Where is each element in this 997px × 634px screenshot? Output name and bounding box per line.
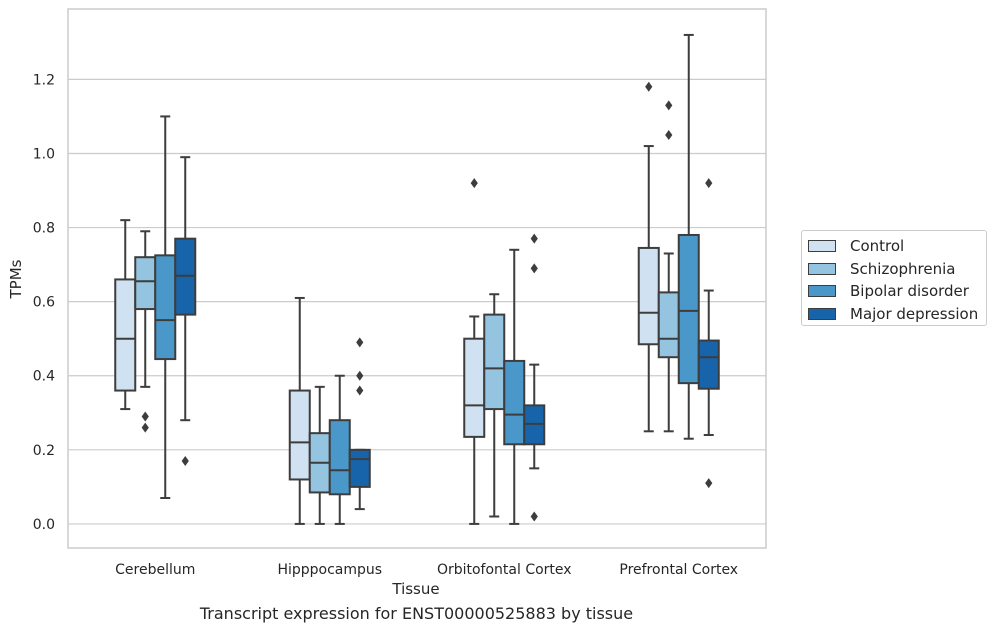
x-axis-label: Tissue	[391, 580, 439, 598]
outlier-point	[356, 337, 364, 348]
legend-item: Major depression	[808, 305, 978, 323]
legend: Control Schizophrenia Bipolar disorder Majo…	[801, 230, 987, 326]
box	[134, 256, 157, 311]
legend-item: Control	[808, 237, 904, 255]
outlier-point	[181, 455, 189, 466]
box	[463, 337, 486, 438]
box-plot	[523, 233, 546, 522]
legend-swatch	[808, 240, 836, 252]
legend-label: Bipolar disorder	[850, 282, 969, 300]
outlier-point	[356, 370, 364, 381]
box	[503, 359, 526, 446]
outlier-point	[356, 385, 364, 396]
y-tick-label: 0.8	[33, 221, 55, 237]
plot-frame	[67, 8, 767, 549]
tick-labels: 0.0 0.2 0.4 0.6 0.8 1.0 1.2 Cerebellum Hipppocam…	[33, 72, 738, 578]
box-plot	[114, 219, 137, 411]
y-tick-label: 0.6	[33, 295, 55, 311]
outlier-point	[665, 100, 673, 111]
box-plot	[697, 178, 720, 489]
legend-label: Major depression	[850, 304, 979, 323]
legend-swatch	[808, 285, 836, 297]
box	[288, 389, 311, 481]
box	[154, 254, 177, 361]
box-plot	[328, 374, 351, 525]
box	[657, 291, 680, 359]
box	[348, 448, 371, 488]
chart-caption: Transcript expression for ENST0000052588…	[199, 604, 634, 623]
box-plot	[677, 33, 700, 440]
box-plot	[134, 230, 157, 433]
box-plot	[174, 156, 197, 466]
box-plot	[483, 293, 506, 518]
box-plot	[288, 296, 311, 525]
outlier-point	[705, 178, 713, 189]
outlier-point	[530, 263, 538, 274]
x-tick-label: Orbitofontal Cortex	[437, 562, 572, 578]
box-plot	[154, 115, 177, 499]
box-plot	[657, 100, 680, 433]
legend-swatch	[808, 307, 836, 320]
box-plot	[348, 337, 371, 511]
y-tick-label: 0.2	[33, 443, 55, 459]
outlier-point	[141, 411, 149, 422]
box	[697, 339, 720, 390]
legend-item: Bipolar disorder	[808, 282, 969, 300]
y-tick-label: 1.2	[33, 72, 55, 88]
outlier-point	[665, 129, 673, 140]
outlier-point	[530, 511, 538, 522]
y-axis-label: TPMs	[7, 259, 25, 299]
x-tick-label: Hipppocampus	[277, 562, 382, 578]
y-tick-label: 0.0	[33, 517, 55, 533]
legend-label: Schizophrenia	[850, 259, 956, 278]
box-plot	[308, 385, 331, 525]
y-tick-label: 1.0	[33, 146, 55, 162]
outlier-point	[705, 478, 713, 489]
box	[328, 419, 351, 496]
box	[483, 313, 506, 411]
box-plot	[637, 81, 660, 433]
legend-swatch	[808, 262, 836, 275]
legend-label: Control	[850, 237, 905, 255]
box	[677, 233, 700, 385]
outlier-point	[141, 422, 149, 433]
outlier-point	[470, 178, 478, 189]
box	[114, 278, 137, 392]
outlier-point	[645, 81, 653, 92]
x-tick-label: Prefrontal Cortex	[619, 562, 738, 578]
outlier-point	[530, 233, 538, 244]
box	[637, 246, 660, 346]
x-tick-label: Cerebellum	[115, 562, 195, 578]
legend-item: Schizophrenia	[808, 260, 955, 278]
box-plot	[463, 178, 486, 525]
box-plot	[503, 248, 526, 525]
boxes	[114, 33, 720, 525]
y-tick-label: 0.4	[33, 369, 55, 385]
